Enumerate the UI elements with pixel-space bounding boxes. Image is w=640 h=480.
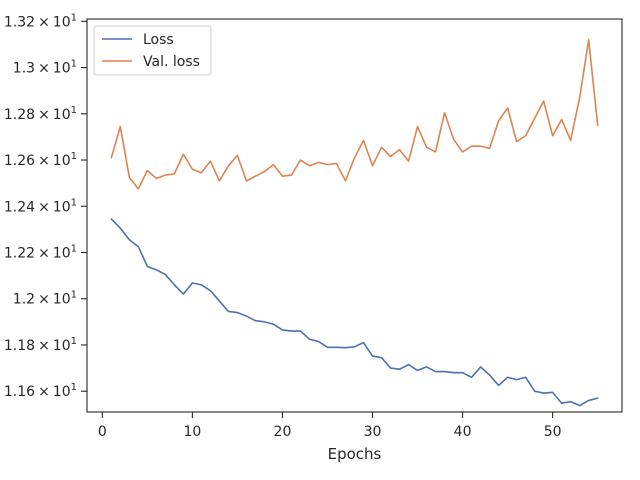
x-tick-label: 30 bbox=[364, 424, 382, 440]
plot-frame bbox=[86, 18, 623, 413]
series-line-loss bbox=[110, 218, 599, 407]
y-tick-label: 1.32 × 101 bbox=[4, 12, 77, 30]
plot-series bbox=[110, 39, 599, 407]
y-tick-label: 1.26 × 101 bbox=[4, 151, 77, 169]
y-tick-label: 1.24 × 101 bbox=[4, 197, 77, 215]
y-tick-label: 1.22 × 101 bbox=[4, 243, 77, 261]
x-tick-label: 0 bbox=[98, 424, 107, 440]
y-tick-label: 1.16 × 101 bbox=[4, 382, 77, 400]
y-tick-label: 1.28 × 101 bbox=[4, 105, 77, 123]
x-tick-label: 40 bbox=[454, 424, 472, 440]
x-axis-title: Epochs bbox=[328, 445, 382, 463]
series-line-val-loss bbox=[110, 39, 599, 190]
y-tick-label: 1.3 × 101 bbox=[13, 59, 77, 77]
y-tick-label: 1.2 × 101 bbox=[13, 290, 77, 308]
x-tick-label: 20 bbox=[274, 424, 292, 440]
y-tick-label: 1.18 × 101 bbox=[4, 336, 77, 354]
legend-label-loss: Loss bbox=[143, 32, 174, 48]
x-tick-label: 50 bbox=[544, 424, 562, 440]
legend-label-val-loss: Val. loss bbox=[143, 54, 200, 70]
legend: Loss Val. loss bbox=[93, 25, 212, 76]
x-axis-ticks: 0 10 20 30 40 50 bbox=[98, 412, 562, 440]
y-axis-ticks: 1.16 × 101 1.18 × 101 1.2 × 101 1.22 × 101 1.24 × 101 1… bbox=[4, 12, 87, 400]
x-tick-label: 10 bbox=[183, 424, 201, 440]
